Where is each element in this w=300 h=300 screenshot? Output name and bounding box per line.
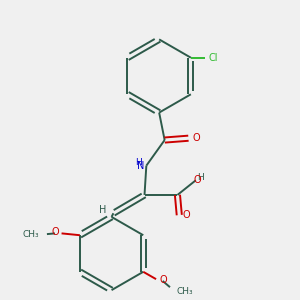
Text: O: O [51, 226, 59, 237]
Text: CH₃: CH₃ [23, 230, 40, 238]
Text: H: H [135, 158, 142, 167]
Text: CH₃: CH₃ [176, 287, 193, 296]
Text: Cl: Cl [208, 53, 218, 63]
Text: N: N [137, 161, 145, 171]
Text: O: O [192, 133, 200, 143]
Text: H: H [198, 173, 204, 182]
Text: O: O [183, 210, 190, 220]
Text: O: O [159, 275, 166, 285]
Text: H: H [99, 205, 107, 215]
Text: O: O [194, 175, 202, 185]
